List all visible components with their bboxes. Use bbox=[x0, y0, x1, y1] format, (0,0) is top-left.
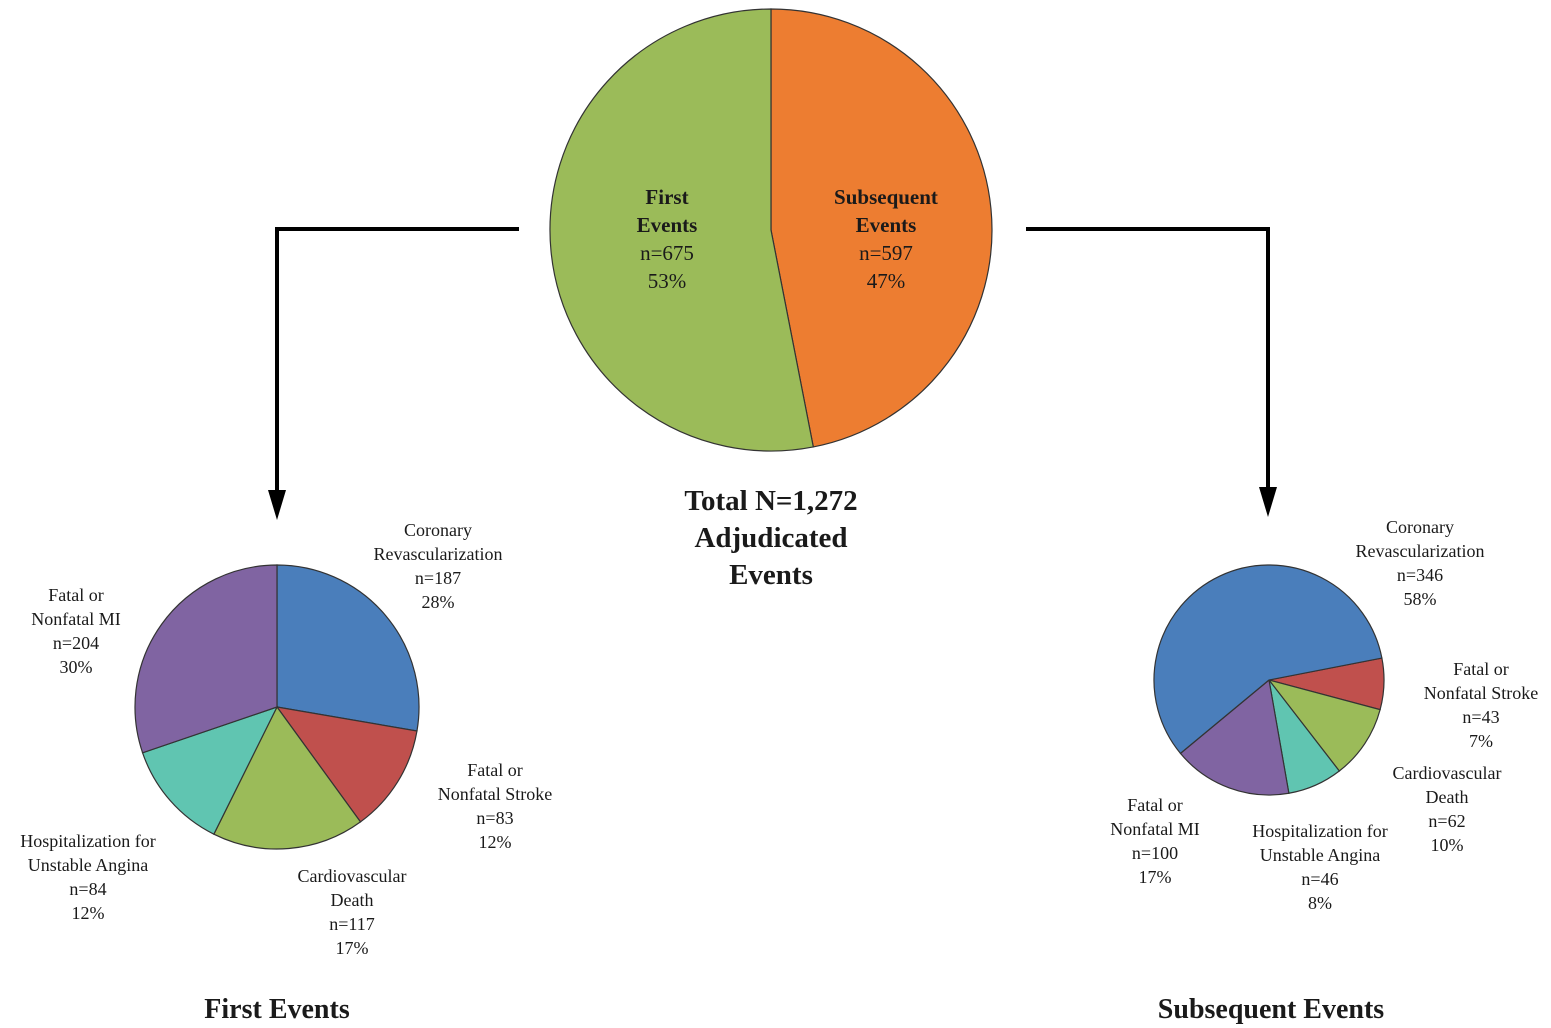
subsequent-slice-label-fatal-or-nonfatal-stroke-line4: 7% bbox=[1469, 731, 1493, 751]
subsequent-slice-label-fatal-or-nonfatal-mi-line4: 17% bbox=[1139, 867, 1172, 887]
first-slice-label-hospitalization-unstable-angina-line1: Hospitalization for bbox=[20, 831, 155, 851]
first-slice-label-fatal-or-nonfatal-mi-line4: 30% bbox=[60, 657, 93, 677]
left-arrow-head bbox=[268, 490, 286, 520]
first-events-title: First Events bbox=[204, 994, 350, 1025]
subsequent-slice-label-fatal-or-nonfatal-stroke-line3: n=43 bbox=[1462, 707, 1499, 727]
subsequent-slice-label-coronary-revascularization-line2: Revascularization bbox=[1356, 541, 1485, 561]
total-title-line2: Adjudicated bbox=[694, 522, 847, 554]
total-slice-label-first-events-line2: Events bbox=[637, 213, 698, 237]
subsequent-slice-label-hospitalization-unstable-angina-line1: Hospitalization for bbox=[1252, 821, 1387, 841]
first-slice-label-coronary-revascularization-line2: Revascularization bbox=[374, 544, 503, 564]
total-slice-label-subsequent-events-line3: n=597 bbox=[859, 241, 913, 265]
subsequent-slice-label-coronary-revascularization-line4: 58% bbox=[1404, 589, 1437, 609]
first-pie-slice-hospitalization-unstable-angina bbox=[141, 705, 279, 835]
subsequent-slice-label-fatal-or-nonfatal-mi-line1: Fatal or bbox=[1127, 795, 1183, 815]
subsequent-slice-label-hospitalization-unstable-angina-line3: n=46 bbox=[1301, 869, 1338, 889]
left-connector-line bbox=[275, 227, 519, 495]
subsequent-slice-label-cardiovascular-death-line3: n=62 bbox=[1428, 811, 1465, 831]
first-pie-slice-coronary-revascularization bbox=[276, 564, 420, 732]
right-connector-line bbox=[1026, 227, 1270, 492]
total-slice-label-subsequent-events-line1: Subsequent bbox=[834, 185, 938, 209]
total-slice-label-subsequent-events-line4: 47% bbox=[867, 269, 906, 293]
first-slice-label-fatal-or-nonfatal-stroke-line2: Nonfatal Stroke bbox=[438, 784, 552, 804]
first-slice-label-fatal-or-nonfatal-stroke-line4: 12% bbox=[479, 832, 512, 852]
subsequent-slice-label-coronary-revascularization-line3: n=346 bbox=[1397, 565, 1443, 585]
total-pie-slice-first-events bbox=[549, 8, 815, 452]
first-slice-label-cardiovascular-death-line3: n=117 bbox=[329, 914, 374, 934]
subsequent-slice-label-hospitalization-unstable-angina-line4: 8% bbox=[1308, 893, 1332, 913]
first-slice-label-cardiovascular-death-line1: Cardiovascular bbox=[298, 866, 407, 886]
connector-arrows bbox=[268, 227, 1277, 520]
first-slice-label-coronary-revascularization-line1: Coronary bbox=[404, 520, 472, 540]
subsequent-slice-label-hospitalization-unstable-angina-line2: Unstable Angina bbox=[1260, 845, 1380, 865]
first-slice-label-fatal-or-nonfatal-mi-line1: Fatal or bbox=[48, 585, 104, 605]
total-title-line3: Events bbox=[729, 559, 813, 591]
pie-charts bbox=[134, 8, 1385, 850]
first-slice-label-fatal-or-nonfatal-mi-line2: Nonfatal MI bbox=[31, 609, 120, 629]
subsequent-slice-label-fatal-or-nonfatal-stroke-line2: Nonfatal Stroke bbox=[1424, 683, 1538, 703]
subsequent-slice-label-fatal-or-nonfatal-mi-line3: n=100 bbox=[1132, 843, 1178, 863]
total-slice-label-first-events-line4: 53% bbox=[648, 269, 687, 293]
first-pie-slice-fatal-or-nonfatal-mi bbox=[134, 564, 278, 754]
subsequent-events-title: Subsequent Events bbox=[1158, 994, 1385, 1025]
first-slice-label-hospitalization-unstable-angina-line2: Unstable Angina bbox=[28, 855, 148, 875]
subsequent-pie-slice-coronary-revascularization bbox=[1153, 564, 1383, 755]
first-slice-label-coronary-revascularization-line3: n=187 bbox=[415, 568, 461, 588]
subsequent-slice-label-fatal-or-nonfatal-stroke-line1: Fatal or bbox=[1453, 659, 1509, 679]
first-slice-label-cardiovascular-death-line4: 17% bbox=[336, 938, 369, 958]
subsequent-slice-label-cardiovascular-death-line2: Death bbox=[1426, 787, 1469, 807]
total-pie-slice-subsequent-events bbox=[770, 8, 993, 448]
subsequent-pie-slice-fatal-or-nonfatal-mi bbox=[1179, 678, 1290, 796]
total-slice-label-subsequent-events-line2: Events bbox=[856, 213, 917, 237]
first-pie-slice-cardiovascular-death bbox=[213, 705, 362, 850]
chart-titles: Total N=1,272 Adjudicated Events First E… bbox=[204, 485, 1384, 1025]
subsequent-slice-label-cardiovascular-death-line1: Cardiovascular bbox=[1393, 763, 1502, 783]
first-slice-label-cardiovascular-death-line2: Death bbox=[331, 890, 374, 910]
total-slice-label-first-events-line3: n=675 bbox=[640, 241, 694, 265]
first-slice-label-fatal-or-nonfatal-stroke-line3: n=83 bbox=[476, 808, 513, 828]
subsequent-slice-label-coronary-revascularization-line1: Coronary bbox=[1386, 517, 1454, 537]
total-slice-label-first-events-line1: First bbox=[645, 185, 688, 209]
subsequent-slice-label-fatal-or-nonfatal-mi-line2: Nonfatal MI bbox=[1110, 819, 1199, 839]
subsequent-slice-label-cardiovascular-death-line4: 10% bbox=[1431, 835, 1464, 855]
right-arrow-head bbox=[1259, 487, 1277, 517]
total-title-line1: Total N=1,272 bbox=[684, 485, 857, 517]
pie-labels: Subsequent Events n=597 47% First Events n=675… bbox=[20, 185, 1538, 958]
first-slice-label-hospitalization-unstable-angina-line4: 12% bbox=[72, 903, 105, 923]
first-slice-label-coronary-revascularization-line4: 28% bbox=[422, 592, 455, 612]
first-slice-label-hospitalization-unstable-angina-line3: n=84 bbox=[69, 879, 106, 899]
first-slice-label-fatal-or-nonfatal-mi-line3: n=204 bbox=[53, 633, 99, 653]
first-pie-slice-fatal-or-nonfatal-stroke bbox=[275, 706, 418, 823]
first-slice-label-fatal-or-nonfatal-stroke-line1: Fatal or bbox=[467, 760, 523, 780]
subsequent-pie-slice-cardiovascular-death bbox=[1267, 678, 1381, 772]
